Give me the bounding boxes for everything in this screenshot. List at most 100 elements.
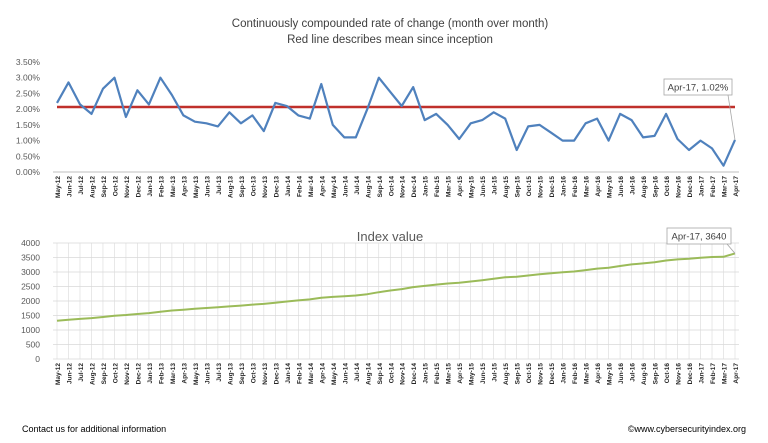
c2-x-tick-label: Nov-12 xyxy=(124,363,131,385)
c2-x-tick-label: Jan-15 xyxy=(423,363,430,384)
c1-x-tick-label: Sep-14 xyxy=(377,176,384,198)
c2-x-tick-label: Oct-15 xyxy=(526,363,533,384)
c1-x-tick-label: Jul-13 xyxy=(216,176,223,195)
c2-x-tick-label: Mar-15 xyxy=(446,363,453,384)
c1-x-tick-label: Apr-14 xyxy=(319,176,326,197)
c1-x-tick-label: Oct-14 xyxy=(388,176,395,197)
c1-x-tick-label: Mar-14 xyxy=(308,176,315,197)
c1-x-tick-label: Jan-17 xyxy=(699,176,706,197)
c1-x-tick-label: Oct-13 xyxy=(250,176,257,197)
c2-x-tick-label: Nov-16 xyxy=(676,363,683,385)
chart2-annotation-box xyxy=(666,227,732,245)
c1-x-tick-label: May-15 xyxy=(469,176,476,198)
c2-x-tick-label: Dec-13 xyxy=(273,363,280,385)
c2-x-tick-label: May-12 xyxy=(55,363,62,385)
c2-x-tick-label: Nov-15 xyxy=(538,363,545,385)
c1-x-tick-label: Oct-12 xyxy=(112,176,119,197)
c2-x-tick-label: Mar-16 xyxy=(584,363,591,384)
c2-x-tick-label: May-16 xyxy=(607,363,614,385)
c1-x-tick-label: Apr-16 xyxy=(595,176,602,197)
c1-x-tick-label: Dec-12 xyxy=(135,176,142,198)
c1-x-tick-label: Feb-15 xyxy=(434,176,441,197)
c1-x-tick-label: Nov-14 xyxy=(400,176,407,198)
c1-x-tick-label: Aug-16 xyxy=(641,176,648,198)
chart1-annotation-leader xyxy=(727,94,736,141)
c2-x-tick-label: Jul-12 xyxy=(78,363,85,382)
c2-y-tick-label: 0 xyxy=(35,354,40,364)
c1-x-tick-label: Feb-17 xyxy=(710,176,717,197)
c2-x-tick-label: Sep-14 xyxy=(377,363,384,385)
c1-x-tick-label: Feb-14 xyxy=(296,176,303,197)
c2-x-tick-label: Apr-15 xyxy=(457,363,464,384)
index-value-chart: Index value 0 500 1000 1500 2000 2500 3000 3500… xyxy=(21,227,740,385)
c2-x-tick-label: Mar-17 xyxy=(722,363,729,384)
c1-y-tick-label: 1.50% xyxy=(16,120,41,130)
c1-x-tick-label: Nov-16 xyxy=(676,176,683,198)
c2-y-tick-label: 3500 xyxy=(21,253,40,263)
c2-x-tick-label: Jan-16 xyxy=(561,363,568,384)
chart1-annotation: Apr-17, 1.02% xyxy=(663,78,736,141)
c1-y-tick-label: 2.00% xyxy=(16,104,41,114)
c1-x-tick-label: Sep-12 xyxy=(101,176,108,198)
c2-x-tick-label: Apr-17 xyxy=(733,363,740,384)
c2-x-tick-label: Jun-12 xyxy=(66,363,73,384)
c1-x-tick-label: Sep-13 xyxy=(239,176,246,198)
c1-x-tick-label: Jul-14 xyxy=(354,176,361,195)
c2-x-tick-label: Oct-12 xyxy=(112,363,119,384)
c1-x-tick-label: May-12 xyxy=(55,176,62,198)
c2-x-tick-label: Mar-14 xyxy=(308,363,315,384)
chart2-annotation-leader xyxy=(726,243,736,254)
c2-x-tick-label: Oct-14 xyxy=(388,363,395,384)
c2-x-tick-label: Jan-13 xyxy=(147,363,154,384)
c1-x-tick-label: Feb-16 xyxy=(572,176,579,197)
rate-series-line xyxy=(56,76,737,167)
c2-x-tick-label: May-15 xyxy=(469,363,476,385)
c2-x-tick-label: Jun-16 xyxy=(618,363,625,384)
c1-x-tick-label: Jun-16 xyxy=(618,176,625,197)
c1-y-tick-label: 1.00% xyxy=(16,136,41,146)
c1-x-tick-label: Jan-14 xyxy=(285,176,292,197)
c1-x-tick-label: Jul-12 xyxy=(78,176,85,195)
c1-x-tick-label: Jul-15 xyxy=(492,176,499,195)
c1-x-tick-label: Apr-15 xyxy=(457,176,464,197)
chart2-gridlines xyxy=(53,242,739,360)
c1-x-tick-label: Sep-16 xyxy=(653,176,660,198)
c2-y-tick-label: 2500 xyxy=(21,282,40,292)
c1-x-tick-label: Jul-16 xyxy=(630,176,637,195)
c1-x-tick-label: Jun-15 xyxy=(480,176,487,197)
c2-y-tick-label: 1500 xyxy=(21,311,40,321)
c2-x-tick-label: Apr-14 xyxy=(319,363,326,384)
c1-y-tick-label: 3.00% xyxy=(16,73,41,83)
c1-x-tick-label: Jan-13 xyxy=(147,176,154,197)
c1-x-tick-label: Jan-16 xyxy=(561,176,568,197)
chart1-title: Continuously compounded rate of change (… xyxy=(232,18,549,30)
c2-y-tick-label: 2000 xyxy=(21,296,40,306)
c1-x-tick-label: Sep-15 xyxy=(515,176,522,198)
c1-x-tick-label: Apr-17 xyxy=(733,176,740,197)
c2-x-tick-label: Sep-15 xyxy=(515,363,522,385)
c2-y-tick-label: 4000 xyxy=(21,238,40,248)
c1-x-tick-label: Dec-15 xyxy=(549,176,556,198)
c2-x-tick-label: Jul-13 xyxy=(216,363,223,382)
chart2-y-axis: 0 500 1000 1500 2000 2500 3000 3500 4000 xyxy=(21,238,40,364)
contact-text: Contact us for additional information xyxy=(22,424,167,434)
c1-x-tick-label: Mar-15 xyxy=(446,176,453,197)
c2-x-tick-label: May-13 xyxy=(193,363,200,385)
c2-x-tick-label: Jun-14 xyxy=(342,363,349,384)
c2-x-tick-label: Dec-16 xyxy=(687,363,694,385)
chart2-annotation: Apr-17, 3640 xyxy=(666,227,736,254)
chart1-annotation-box xyxy=(663,78,733,96)
c2-x-tick-label: Jul-14 xyxy=(354,363,361,382)
c2-x-tick-label: Feb-17 xyxy=(710,363,717,384)
c2-x-tick-label: Feb-16 xyxy=(572,363,579,384)
c1-y-tick-label: 2.50% xyxy=(16,88,41,98)
rate-of-change-chart: Continuously compounded rate of change (… xyxy=(16,18,740,198)
c1-x-tick-label: May-13 xyxy=(193,176,200,198)
c1-y-tick-label: 3.50% xyxy=(16,57,41,67)
chart2-x-axis: May-12 Jun-12 Jul-12 Aug-12 Sep-12 Oct-12 Nov-… xyxy=(55,363,740,385)
index-series-line xyxy=(56,252,736,322)
c2-x-tick-label: May-14 xyxy=(331,363,338,385)
c2-x-tick-label: Jul-16 xyxy=(630,363,637,382)
c1-x-tick-label: Jun-13 xyxy=(204,176,211,197)
